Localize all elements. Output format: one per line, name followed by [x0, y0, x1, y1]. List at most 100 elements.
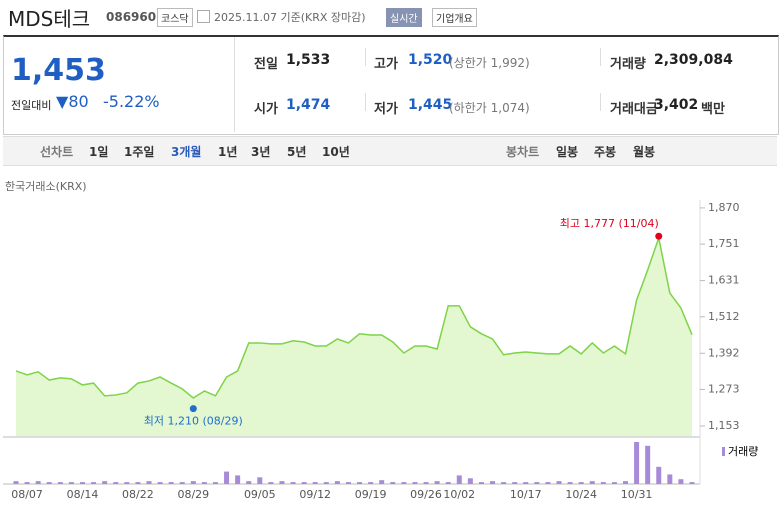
divider [600, 93, 601, 111]
y-tick-label: 1,273 [708, 382, 740, 395]
volume-bar [279, 481, 285, 484]
tab-label: 선차트 [40, 145, 74, 159]
volume-bar [135, 482, 141, 484]
x-tick-label: 09/05 [244, 488, 276, 501]
change-value: 80 [68, 92, 89, 111]
stock-name: MDS테크 [8, 7, 91, 31]
stat-value: 1,520 [408, 52, 453, 68]
period-tab[interactable]: 3개월 [171, 145, 202, 159]
period-tab[interactable]: 주봉 [594, 145, 617, 159]
volume-bar [623, 481, 629, 484]
x-tick-label: 10/24 [565, 488, 597, 501]
volume-bar [600, 482, 606, 484]
volume-bar [190, 481, 196, 484]
volume-bar [412, 482, 418, 484]
volume-bar [656, 466, 662, 484]
stat-value: 1,474 [286, 97, 331, 113]
stat-label: 거래대금 [610, 102, 658, 117]
stock-code: 086960 [106, 10, 157, 24]
volume-bar [79, 482, 85, 484]
market-tag: 코스닥 [157, 8, 193, 27]
volume-bar [678, 479, 684, 484]
high-label: 최고 1,777 (11/04) [560, 217, 659, 230]
volume-bar [390, 482, 396, 484]
high-marker [655, 232, 663, 240]
stat-label: 시가 [254, 102, 278, 117]
volume-bar [235, 475, 241, 484]
volume-bar [545, 482, 551, 484]
company-info[interactable]: 기업개요 [432, 8, 477, 27]
period-tab[interactable]: 3년 [251, 145, 271, 159]
tab-label: 봉차트 [506, 145, 540, 159]
volume-bar [512, 482, 518, 484]
change-rate: -5.22% [103, 92, 160, 111]
volume-bar [434, 481, 440, 484]
y-tick-label: 1,870 [708, 201, 740, 214]
period-tab[interactable]: 1년 [218, 145, 238, 159]
volume-bar [667, 474, 673, 484]
volume-bar [57, 482, 63, 484]
volume-bar [368, 482, 374, 484]
stat-label: 저가 [374, 102, 398, 117]
legend-label: 거래량 [728, 445, 758, 458]
volume-bar [290, 482, 296, 484]
volume-bar [24, 482, 30, 484]
volume-bar [556, 481, 562, 484]
volume-bar [13, 481, 19, 484]
as-of: 2025.11.07 기준(KRX 장마감) [214, 11, 366, 24]
volume-bar [534, 482, 540, 484]
stat-value: 3,402 [654, 97, 699, 113]
period-tab[interactable]: 1주일 [124, 145, 155, 159]
volume-bar [68, 482, 74, 484]
stat-unit: 백만 [701, 102, 725, 117]
x-tick-label: 10/02 [443, 488, 475, 501]
volume-bar [345, 482, 351, 484]
stat-note: (하한가 1,074) [449, 101, 530, 115]
period-tab[interactable]: 10년 [322, 145, 350, 159]
volume-bar [212, 482, 218, 484]
period-tab[interactable]: 1일 [89, 145, 109, 159]
stat-note: (상한가 1,992) [449, 56, 530, 70]
volume-bar [445, 482, 451, 484]
volume-bar [379, 480, 385, 484]
y-tick-label: 1,631 [708, 274, 740, 287]
y-tick-label: 1,751 [708, 237, 740, 250]
price-line [15, 235, 693, 399]
volume-bar [146, 481, 152, 484]
stat-label: 고가 [374, 57, 398, 72]
volume-bar [401, 482, 407, 484]
volume-bar [567, 482, 573, 484]
y-tick-label: 1,153 [708, 419, 740, 432]
volume-bar [478, 482, 484, 484]
volume-bar [102, 481, 108, 484]
volume-bar [179, 482, 185, 484]
change-label: 전일대비 [11, 99, 52, 112]
x-tick-label: 09/12 [299, 488, 331, 501]
volume-bar [611, 482, 617, 484]
volume-bar [578, 482, 584, 484]
divider [234, 37, 235, 132]
volume-bar [689, 482, 695, 484]
realtime-badge[interactable]: 실시간 [386, 8, 422, 27]
period-tab[interactable]: 5년 [287, 145, 307, 159]
tab-bar [3, 136, 777, 166]
period-tab[interactable]: 월봉 [633, 145, 656, 159]
stat-label: 전일 [254, 57, 278, 72]
volume-bar [645, 445, 651, 484]
volume-bar [35, 481, 41, 484]
stat-value: 2,309,084 [654, 52, 733, 68]
volume-bar [357, 482, 363, 484]
volume-bar [246, 481, 252, 484]
volume-bar [523, 482, 529, 484]
change: ▼80 [56, 92, 89, 111]
y-tick-label: 1,392 [708, 346, 740, 359]
price: 1,453 [11, 53, 106, 88]
stat-value: 1,445 [408, 97, 453, 113]
x-tick-label: 10/17 [510, 488, 542, 501]
legend-swatch [722, 447, 725, 456]
period-tab[interactable]: 일봉 [556, 145, 579, 159]
low-label: 최저 1,210 (08/29) [144, 415, 243, 428]
source: 한국거래소(KRX) [5, 180, 87, 193]
x-tick-label: 10/31 [621, 488, 653, 501]
